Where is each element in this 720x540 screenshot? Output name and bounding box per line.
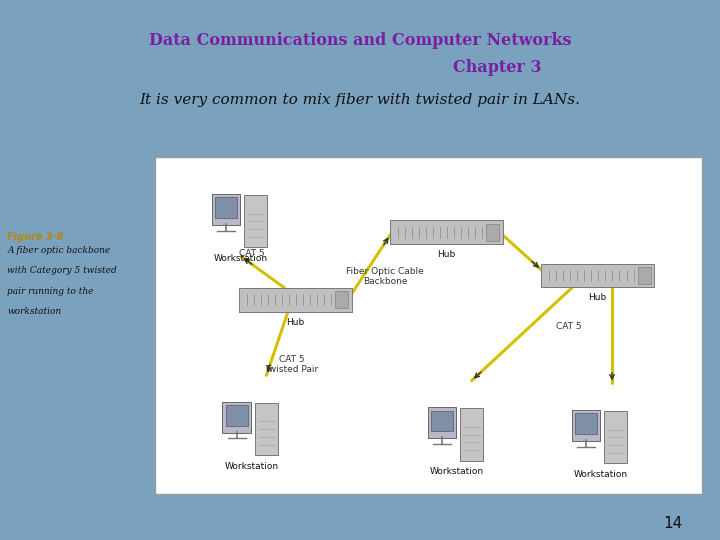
Text: 14: 14 <box>664 516 683 531</box>
Text: workstation: workstation <box>7 307 61 316</box>
FancyBboxPatch shape <box>460 408 483 461</box>
Text: A fiber optic backbone: A fiber optic backbone <box>7 246 110 255</box>
FancyBboxPatch shape <box>215 197 237 218</box>
Text: Workstation: Workstation <box>574 470 629 479</box>
FancyBboxPatch shape <box>212 194 240 225</box>
Text: It is very common to mix fiber with twisted pair in LANs.: It is very common to mix fiber with twis… <box>140 93 580 107</box>
Text: Hub: Hub <box>286 318 305 327</box>
FancyBboxPatch shape <box>222 402 251 433</box>
Text: Workstation: Workstation <box>430 467 485 476</box>
Text: CAT 5
Twisted Pair: CAT 5 Twisted Pair <box>265 355 318 374</box>
FancyBboxPatch shape <box>244 195 267 247</box>
FancyBboxPatch shape <box>487 224 500 241</box>
Text: CAT 5: CAT 5 <box>239 249 265 258</box>
FancyBboxPatch shape <box>255 403 278 455</box>
Text: Workstation: Workstation <box>214 254 269 263</box>
FancyBboxPatch shape <box>638 267 651 284</box>
Text: Hub: Hub <box>437 250 456 259</box>
FancyBboxPatch shape <box>575 414 597 434</box>
FancyBboxPatch shape <box>541 264 654 287</box>
FancyBboxPatch shape <box>390 220 503 244</box>
FancyBboxPatch shape <box>226 405 248 426</box>
Text: Hub: Hub <box>588 293 607 302</box>
Text: CAT 5: CAT 5 <box>556 322 582 331</box>
FancyBboxPatch shape <box>572 410 600 441</box>
FancyBboxPatch shape <box>428 407 456 438</box>
FancyBboxPatch shape <box>431 410 453 431</box>
FancyBboxPatch shape <box>155 157 702 494</box>
FancyBboxPatch shape <box>335 291 348 308</box>
Text: Chapter 3: Chapter 3 <box>453 59 541 76</box>
Text: Workstation: Workstation <box>225 462 279 471</box>
Text: Fiber Optic Cable
Backbone: Fiber Optic Cable Backbone <box>346 267 424 286</box>
Text: Figure 3-8: Figure 3-8 <box>7 232 63 242</box>
Text: Data Communications and Computer Networks: Data Communications and Computer Network… <box>149 32 571 49</box>
FancyBboxPatch shape <box>604 411 627 463</box>
Text: pair running to the: pair running to the <box>7 287 94 296</box>
Text: with Category 5 twisted: with Category 5 twisted <box>7 266 117 275</box>
FancyBboxPatch shape <box>238 288 351 312</box>
